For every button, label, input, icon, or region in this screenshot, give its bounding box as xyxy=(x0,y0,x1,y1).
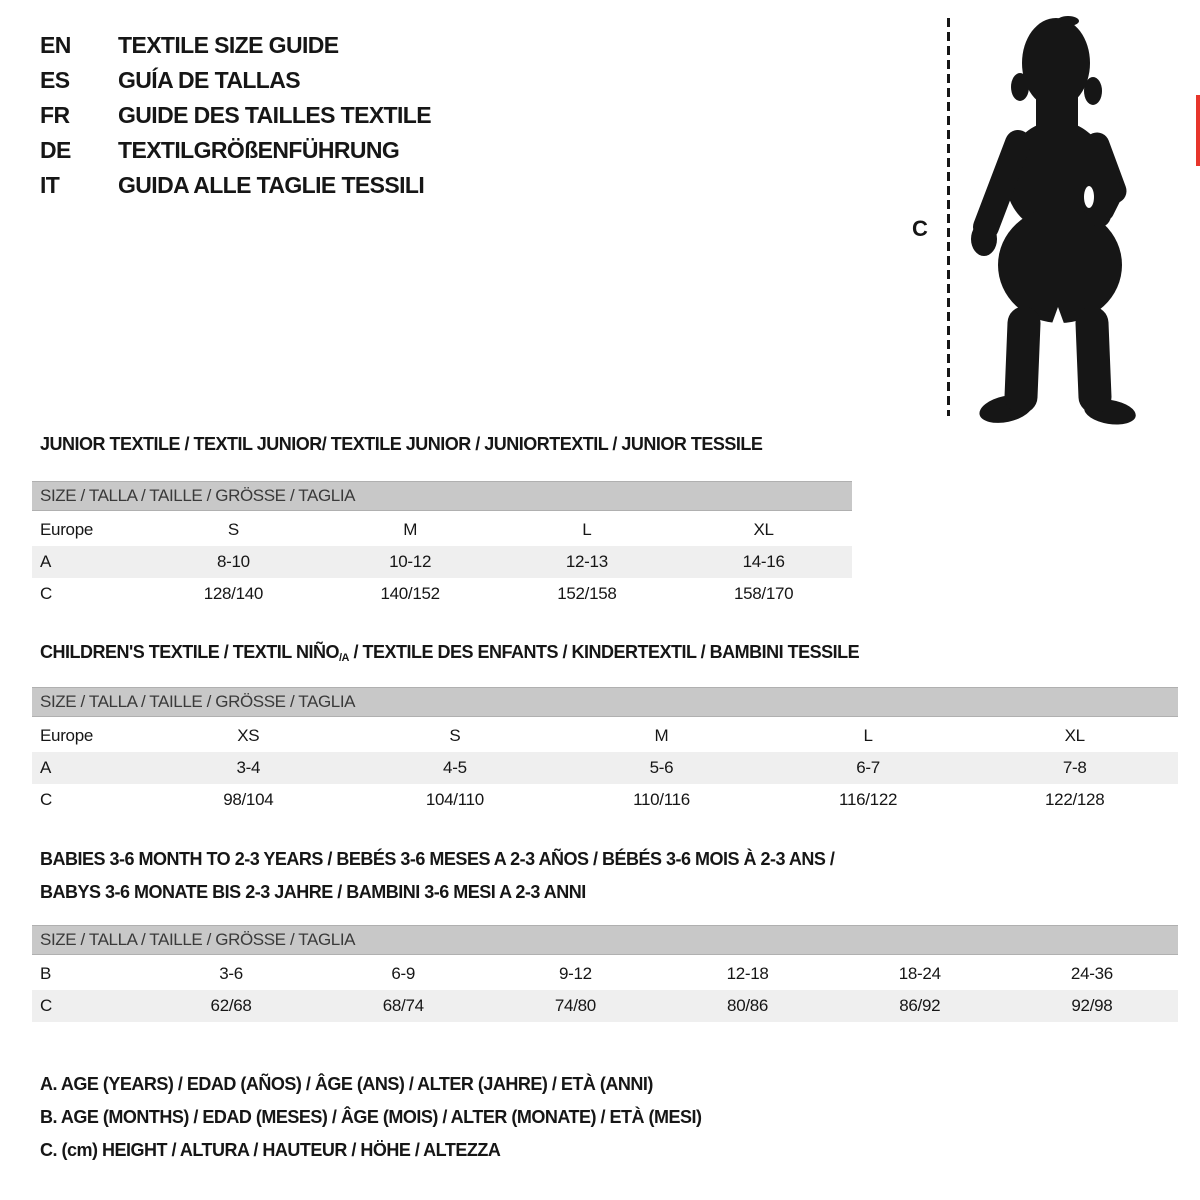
size-value-cell: 98/104 xyxy=(223,790,274,809)
language-code: ES xyxy=(40,67,70,93)
size-value-cell: 24-36 xyxy=(1070,964,1113,983)
table-row: C 128/140 140/152 152/158 158/170 xyxy=(32,578,852,610)
size-value-cell: 68/74 xyxy=(382,996,424,1015)
size-value-cell: 6-9 xyxy=(391,964,416,983)
language-row-fr: FR GUIDE DES TAILLES TEXTILE xyxy=(40,98,432,133)
size-value-cell: 5-6 xyxy=(649,758,674,777)
red-edge-mark xyxy=(1196,95,1200,166)
guide-title-es: GUÍA DE TALLAS xyxy=(118,67,301,93)
children-table-rows: Europe XS S M L XL A 3-4 4-5 5-6 6-7 7-8 C 98/104 104/… xyxy=(32,720,1178,816)
row-label: A xyxy=(40,758,52,777)
size-header-bar: SIZE / TALLA / TAILLE / GRÖSSE / TAGLIA xyxy=(32,687,1178,717)
language-row-es: ES GUÍA DE TALLAS xyxy=(40,63,431,98)
size-value-cell: L xyxy=(863,726,873,745)
row-label: Europe xyxy=(40,520,94,539)
size-value-cell: M xyxy=(654,726,669,745)
children-section-title: CHILDREN'S TEXTILE / TEXTIL NIÑO/A / TEX… xyxy=(40,642,860,664)
size-value-cell: 158/170 xyxy=(733,584,794,603)
size-value-cell: 4-5 xyxy=(443,758,467,777)
language-row-it: IT GUIDA ALLE TAGLIE TESSILI xyxy=(40,168,431,203)
table-row: A 3-4 4-5 5-6 6-7 7-8 xyxy=(32,752,1178,784)
size-value-cell: XL xyxy=(753,520,775,539)
size-value-cell: 152/158 xyxy=(557,584,617,603)
size-value-cell: 86/92 xyxy=(899,996,941,1015)
size-value-cell: 116/122 xyxy=(839,790,898,809)
guide-title-de: TEXTILGRÖßENFÜHRUNG xyxy=(118,137,400,163)
language-code: DE xyxy=(40,137,71,163)
guide-title-fr: GUIDE DES TAILLES TEXTILE xyxy=(118,102,432,128)
size-value-cell: 18-24 xyxy=(898,964,941,983)
size-value-cell: 8-10 xyxy=(216,552,250,571)
size-value-cell: 14-16 xyxy=(742,552,785,571)
size-value-cell: S xyxy=(449,726,461,745)
size-value-cell: 110/116 xyxy=(633,790,690,809)
table-row: C 62/68 68/74 74/80 80/86 86/92 92/98 xyxy=(32,990,1178,1022)
language-row-de: DE TEXTILGRÖßENFÜHRUNG xyxy=(40,133,431,168)
babies-section-title-line2: BABYS 3-6 MONATE BIS 2-3 JAHRE / BAMBINI… xyxy=(40,882,586,902)
baby-silhouette-icon xyxy=(971,16,1136,425)
children-title-sub: /A xyxy=(338,652,350,664)
babies-size-table: SIZE / TALLA / TAILLE / GRÖSSE / TAGLIA … xyxy=(32,925,1178,1022)
language-title-list: EN TEXTILE SIZE GUIDE ES GUÍA DE TALLAS … xyxy=(40,28,432,203)
size-value-cell: 3-6 xyxy=(219,964,243,983)
table-row: A 8-10 10-12 12-13 14-16 xyxy=(32,546,852,578)
junior-size-table: SIZE / TALLA / TAILLE / GRÖSSE / TAGLIA … xyxy=(32,481,852,610)
legend-line-c: C. (cm) HEIGHT / ALTURA / HAUTEUR / HÖHE… xyxy=(40,1140,501,1160)
size-value-cell: 128/140 xyxy=(203,584,264,603)
table-row: C 98/104 104/110 110/116 116/122 122/128 xyxy=(32,784,1178,816)
height-measure-dashed-line xyxy=(947,18,950,416)
children-title-post: / TEXTILE DES ENFANTS / KINDERTEXTIL / B… xyxy=(348,642,860,662)
size-value-cell: 9-12 xyxy=(559,964,592,983)
size-value-cell: 92/98 xyxy=(1071,996,1113,1015)
size-value-cell: XL xyxy=(1064,726,1086,745)
guide-title-it: GUIDA ALLE TAGLIE TESSILI xyxy=(118,172,425,198)
size-value-cell: L xyxy=(582,520,592,539)
size-value-cell: 140/152 xyxy=(380,584,440,603)
language-code: EN xyxy=(40,32,71,58)
size-value-cell: M xyxy=(403,520,418,539)
size-value-cell: 12-18 xyxy=(726,964,769,983)
babies-section-title-line1: BABIES 3-6 MONTH TO 2-3 YEARS / BEBÉS 3-… xyxy=(40,849,835,869)
legend-line-a: A. AGE (YEARS) / EDAD (AÑOS) / ÂGE (ANS)… xyxy=(40,1074,653,1094)
size-value-cell: S xyxy=(227,520,239,539)
size-header-bar: SIZE / TALLA / TAILLE / GRÖSSE / TAGLIA xyxy=(32,925,1178,955)
table-row: Europe XS S M L XL xyxy=(32,720,1178,752)
legend: A. AGE (YEARS) / EDAD (AÑOS) / ÂGE (ANS)… xyxy=(40,1068,702,1167)
size-value-cell: XS xyxy=(237,726,260,745)
size-value-cell: 122/128 xyxy=(1045,790,1105,809)
size-value-cell: 104/110 xyxy=(425,790,484,809)
language-code: FR xyxy=(40,102,70,128)
junior-table-rows: Europe S M L XL A 8-10 10-12 12-13 14-16 C 128/140 1… xyxy=(32,514,852,610)
babies-table-rows: B 3-6 6-9 9-12 12-18 18-24 24-36 C 62/68 68/74 74/… xyxy=(32,958,1178,1022)
size-header-bar: SIZE / TALLA / TAILLE / GRÖSSE / TAGLIA xyxy=(32,481,852,511)
guide-title-en: TEXTILE SIZE GUIDE xyxy=(118,32,339,58)
size-value-cell: 62/68 xyxy=(210,996,252,1015)
table-row: B 3-6 6-9 9-12 12-18 18-24 24-36 xyxy=(32,958,1178,990)
row-label: C xyxy=(40,584,52,603)
size-value-cell: 74/80 xyxy=(554,996,596,1015)
row-label: C xyxy=(40,790,52,809)
row-label: C xyxy=(40,996,52,1015)
size-value-cell: 10-12 xyxy=(389,552,432,571)
junior-section-title: JUNIOR TEXTILE / TEXTIL JUNIOR/ TEXTILE … xyxy=(40,434,763,454)
row-label: Europe xyxy=(40,726,94,745)
size-value-cell: 6-7 xyxy=(856,758,880,777)
size-value-cell: 12-13 xyxy=(565,552,608,571)
table-row: Europe S M L XL xyxy=(32,514,852,546)
children-size-table: SIZE / TALLA / TAILLE / GRÖSSE / TAGLIA … xyxy=(32,687,1178,816)
row-label: A xyxy=(40,552,52,571)
row-label: B xyxy=(40,964,52,983)
size-value-cell: 3-4 xyxy=(236,758,261,777)
height-measure-label: C xyxy=(912,216,928,241)
size-value-cell: 80/86 xyxy=(727,996,769,1015)
language-code: IT xyxy=(40,172,60,198)
legend-line-b: B. AGE (MONTHS) / EDAD (MESES) / ÂGE (MO… xyxy=(40,1107,702,1127)
children-title-pre: CHILDREN'S TEXTILE / TEXTIL NIÑO xyxy=(40,642,339,662)
language-row-en: EN TEXTILE SIZE GUIDE xyxy=(40,28,431,63)
size-value-cell: 7-8 xyxy=(1062,758,1087,777)
